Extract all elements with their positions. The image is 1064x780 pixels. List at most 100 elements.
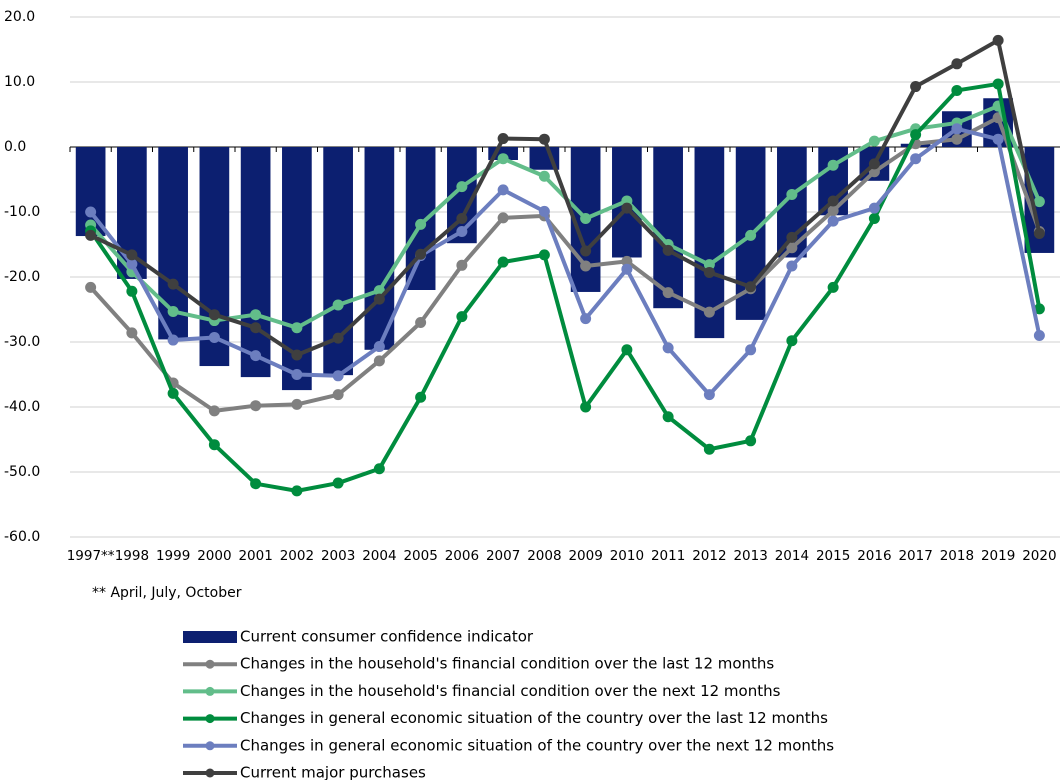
marker xyxy=(208,405,220,417)
marker xyxy=(250,322,262,334)
legend-swatch xyxy=(183,631,237,643)
bar xyxy=(405,147,436,290)
x-tick-label: 2012 xyxy=(692,548,726,564)
marker xyxy=(373,463,385,475)
marker xyxy=(786,260,798,272)
marker xyxy=(373,341,385,353)
y-tick-label: -30.0 xyxy=(4,334,40,350)
legend-swatch xyxy=(205,686,215,696)
legend-swatch xyxy=(205,659,215,669)
marker xyxy=(126,327,138,339)
x-tick-label: 2006 xyxy=(445,548,479,564)
marker xyxy=(745,281,757,293)
y-tick-label: -60.0 xyxy=(4,529,40,545)
line xyxy=(89,115,1042,413)
marker xyxy=(868,158,880,170)
y-tick-label: -50.0 xyxy=(4,464,40,480)
marker xyxy=(868,135,880,147)
marker xyxy=(167,334,179,346)
marker xyxy=(580,245,592,257)
marker xyxy=(126,285,138,297)
x-tick-label: 1997** xyxy=(67,548,115,564)
marker xyxy=(332,370,344,382)
y-tick-label: 0.0 xyxy=(4,139,26,155)
x-tick-label: 1998 xyxy=(115,548,149,564)
legend-swatch xyxy=(205,741,215,751)
x-tick-label: 2007 xyxy=(486,548,520,564)
legend-swatch xyxy=(205,714,215,724)
marker xyxy=(291,485,303,497)
x-tick-label: 2000 xyxy=(197,548,231,564)
marker xyxy=(456,213,468,224)
marker xyxy=(621,202,633,214)
x-tick-label: 2008 xyxy=(527,548,561,564)
marker xyxy=(868,213,880,224)
line xyxy=(89,126,1042,397)
marker xyxy=(332,389,344,401)
marker xyxy=(662,244,674,256)
marker xyxy=(291,369,303,380)
x-tick-label: 2005 xyxy=(403,548,437,564)
marker xyxy=(1033,196,1045,208)
marker xyxy=(126,258,138,270)
marker xyxy=(456,259,468,271)
line xyxy=(89,38,1042,357)
marker xyxy=(85,281,97,293)
line xyxy=(89,104,1042,330)
marker xyxy=(910,153,922,165)
marker xyxy=(85,206,97,218)
marker xyxy=(415,391,427,403)
marker xyxy=(415,317,427,328)
marker xyxy=(415,218,427,230)
marker xyxy=(868,202,880,214)
marker xyxy=(497,184,509,196)
marker xyxy=(373,355,385,367)
marker xyxy=(951,58,963,70)
marker xyxy=(332,299,344,311)
marker xyxy=(250,309,262,321)
legend-label: Changes in general economic situation of… xyxy=(240,736,834,754)
bar xyxy=(364,147,395,350)
marker xyxy=(208,309,220,321)
marker xyxy=(538,133,550,145)
bar xyxy=(199,147,230,367)
legend-label: Changes in the household's financial con… xyxy=(240,682,781,700)
marker xyxy=(827,215,839,227)
marker xyxy=(951,84,963,96)
bar xyxy=(653,147,683,309)
x-tick-label: 2002 xyxy=(280,548,314,564)
line xyxy=(88,81,1042,493)
marker xyxy=(580,213,592,224)
x-tick-label: 2017 xyxy=(898,548,932,564)
marker xyxy=(167,305,179,317)
marker xyxy=(291,398,303,410)
marker xyxy=(951,133,963,145)
marker xyxy=(992,78,1004,90)
x-tick-label: 2018 xyxy=(940,548,974,564)
marker xyxy=(662,342,674,354)
marker xyxy=(786,188,798,200)
marker xyxy=(662,411,674,423)
marker xyxy=(910,81,922,93)
y-tick-label: -20.0 xyxy=(4,269,40,285)
marker xyxy=(580,401,592,413)
marker xyxy=(456,311,468,323)
legend-label: Current consumer confidence indicator xyxy=(240,628,534,646)
marker xyxy=(910,129,922,141)
legend-label: Current major purchases xyxy=(240,764,426,780)
y-tick-label: -10.0 xyxy=(4,204,40,220)
x-tick-label: 2016 xyxy=(857,548,891,564)
marker xyxy=(992,133,1004,145)
marker xyxy=(703,266,715,278)
marker xyxy=(703,259,715,271)
footnote: ** April, July, October xyxy=(92,585,242,601)
marker xyxy=(332,332,344,344)
x-tick-label: 2014 xyxy=(775,548,809,564)
marker xyxy=(745,229,757,241)
marker xyxy=(580,313,592,325)
marker xyxy=(497,153,509,165)
marker xyxy=(497,133,509,145)
marker xyxy=(167,278,179,290)
marker xyxy=(538,205,550,217)
